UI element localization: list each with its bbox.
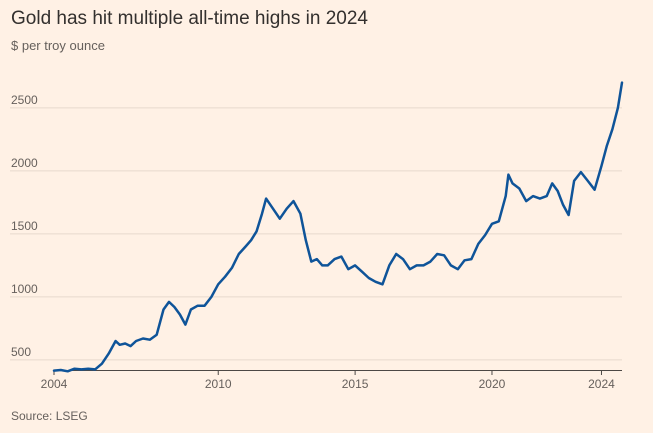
x-tick-label-2004: 2004 — [41, 377, 68, 391]
series-lines — [52, 81, 624, 373]
x-tick-label-2020: 2020 — [479, 377, 506, 391]
x-tick-label-2015: 2015 — [342, 377, 369, 391]
x-tick-label-2010: 2010 — [205, 377, 232, 391]
y-tick-label-500: 500 — [11, 345, 31, 359]
y-axis-tick-labels: 500 1000 1500 2000 2500 — [11, 93, 38, 359]
chart-source: Source: LSEG — [11, 409, 88, 423]
chart-title: Gold has hit multiple all-time highs in … — [11, 8, 368, 29]
x-axis-tick-labels: 2004 2010 2015 2020 2024 — [41, 377, 615, 391]
y-tick-label-1500: 1500 — [11, 219, 38, 233]
chart-subtitle: $ per troy ounce — [11, 38, 105, 53]
x-tick-label-2024: 2024 — [588, 377, 615, 391]
y-tick-label-1000: 1000 — [11, 282, 38, 296]
y-tick-label-2500: 2500 — [11, 93, 38, 107]
series-line-0 — [52, 81, 624, 373]
x-axis — [53, 370, 622, 375]
y-tick-label-2000: 2000 — [11, 156, 38, 170]
grid-lines — [10, 107, 622, 361]
